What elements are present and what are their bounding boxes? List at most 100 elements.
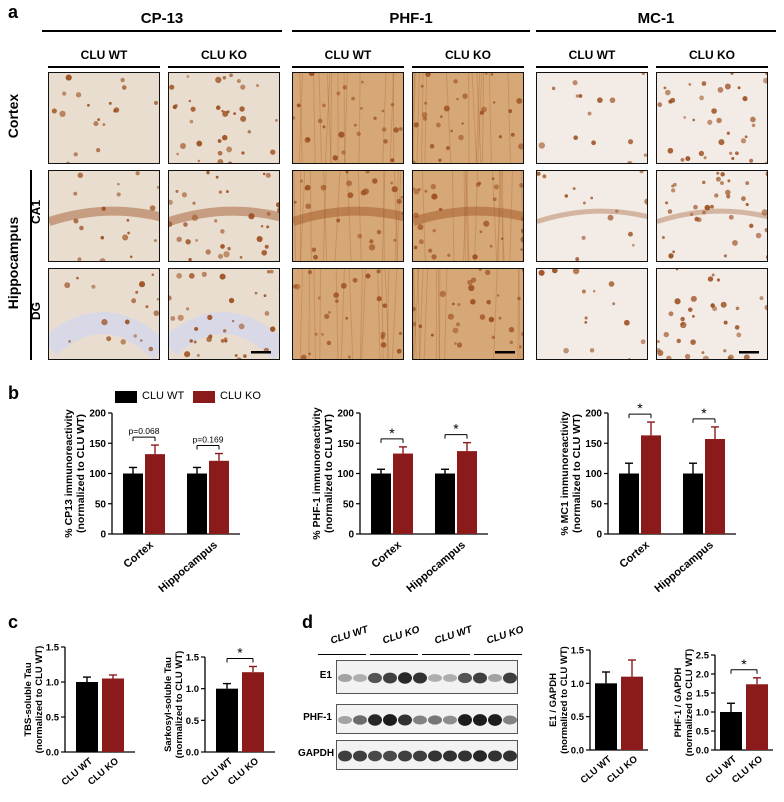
micrograph-cortex-4 — [536, 72, 648, 164]
micrograph-ca1-1 — [168, 170, 280, 262]
chart-c1-tbs: TBS-soluble Tau (normalized to CLU WT) 0.0… — [23, 643, 135, 788]
blot-header-3: CLU KO — [485, 624, 526, 647]
blot-header-2: CLU WT — [433, 624, 474, 647]
group-header-cp13: CP-13 — [140, 10, 184, 27]
y-tick-label: 100 — [585, 469, 602, 480]
y-tick-label: 1.5 — [186, 653, 200, 664]
significance-label: * — [389, 425, 395, 441]
micrograph-cortex-2 — [292, 72, 404, 164]
sub-header-1: CLU KO — [201, 48, 247, 62]
micrograph-dg-4 — [536, 268, 648, 360]
bar-clu-wt — [619, 473, 639, 534]
bar-clu-wt — [371, 473, 391, 534]
micrograph-dg-5 — [656, 268, 768, 360]
y-tick-label: 150 — [89, 439, 106, 450]
y-axis-label-line-1: (normalized to CLU WT) — [571, 414, 583, 533]
y-tick-label: 2.0 — [696, 670, 709, 681]
y-axis-label-line-1: (normalized to CLU WT) — [323, 414, 335, 533]
bar-clu-ko — [457, 451, 477, 534]
blot-strip-e1 — [336, 660, 518, 694]
micrograph-cortex-0 — [48, 72, 160, 164]
bar-clu-ko — [641, 435, 661, 534]
y-axis-label-line-0: TBS-soluble Tau — [23, 662, 34, 736]
hippocampus-rule — [30, 170, 32, 360]
blot-header-1: CLU KO — [381, 624, 422, 647]
sub-header-rule-1 — [168, 66, 280, 68]
chart-b3-mc1: % MC1 immunoreactivity (normalized to CLU… — [559, 400, 736, 595]
group-header-phf1: PHF-1 — [389, 10, 433, 27]
bar-clu-wt — [683, 473, 703, 534]
significance-label: p=0.068 — [129, 426, 160, 436]
blot-label-gapdh: GAPDH — [298, 748, 335, 759]
sub-header-rule-0 — [48, 66, 160, 68]
micrograph-dg-2 — [292, 268, 404, 360]
y-tick-label: 0.5 — [571, 712, 585, 723]
y-tick-label: 0.0 — [696, 746, 709, 757]
micrograph-ca1-5 — [656, 170, 768, 262]
significance-label: p=0.169 — [193, 435, 224, 445]
bar-clu-wt — [720, 712, 742, 750]
x-tick-label: Cortex — [370, 539, 405, 571]
y-tick-label: 50 — [95, 499, 107, 510]
bar-clu-ko — [145, 454, 165, 534]
y-tick-label: 150 — [337, 439, 354, 450]
bar-clu-wt — [123, 473, 143, 534]
y-tick-label: 100 — [337, 469, 354, 480]
bar-clu-ko — [621, 676, 643, 750]
blot-strip-gapdh — [336, 740, 518, 770]
sub-header-0: CLU WT — [80, 48, 128, 62]
chart-b2-phf1: % PHF-1 immunoreactivity (normalized to C… — [311, 407, 488, 595]
row-label-hippocampus: Hippocampus — [5, 216, 21, 310]
y-tick-label: 50 — [591, 499, 603, 510]
row-label-cortex: Cortex — [5, 93, 21, 139]
y-axis-label-line-1: (normalized to CLU WT) — [75, 414, 87, 533]
bar-clu-wt — [595, 683, 617, 750]
y-tick-label: 0.5 — [186, 716, 200, 727]
bar-clu-ko — [393, 453, 413, 534]
blot-header-rule-0 — [318, 654, 366, 655]
y-axis-label-line-1: (normalized to CLU WT) — [174, 651, 185, 759]
sub-header-rule-3 — [412, 66, 524, 68]
sub-header-rule-4 — [536, 66, 648, 68]
y-axis-label-line-0: E1 / GAPDH — [548, 673, 559, 727]
y-tick-label: 0.0 — [186, 748, 199, 759]
y-tick-label: 0 — [100, 530, 106, 541]
y-tick-label: 1.0 — [571, 679, 584, 690]
micrograph-cortex-3 — [412, 72, 524, 164]
significance-label: * — [637, 400, 643, 416]
bar-clu-ko — [242, 672, 264, 752]
chart-c2-sarkosyl: Sarkosyl-soluble Tau (normalized to CLU W… — [163, 645, 275, 788]
panel-a-letter: a — [8, 2, 19, 22]
group-header-mc1: MC-1 — [637, 10, 675, 27]
legend-label-ko: CLU KO — [220, 390, 261, 402]
y-tick-label: 0.5 — [46, 713, 60, 724]
sub-header-3: CLU KO — [445, 48, 491, 62]
micrograph-cortex-1 — [168, 72, 280, 164]
y-tick-label: 200 — [89, 409, 106, 420]
y-tick-label: 0.0 — [46, 748, 59, 759]
blot-header-0: CLU WT — [329, 624, 370, 647]
group-rule-cp13 — [42, 30, 282, 32]
bar-clu-ko — [209, 460, 229, 534]
bar-clu-ko — [102, 678, 124, 752]
blot-header-rule-2 — [422, 654, 470, 655]
sub-header-4: CLU WT — [568, 48, 616, 62]
y-tick-label: 0.0 — [571, 746, 584, 757]
bar-clu-ko — [746, 684, 768, 750]
y-axis-label-line-1: (normalized to CLU WT) — [559, 646, 570, 754]
y-axis-label-line-0: % MC1 immunoreactivity — [559, 411, 571, 535]
panel-d-letter: d — [302, 612, 313, 632]
group-rule-phf1 — [292, 30, 530, 32]
significance-label: * — [701, 405, 707, 421]
sub-header-2: CLU WT — [324, 48, 372, 62]
y-tick-label: 0 — [596, 530, 602, 541]
y-tick-label: 1.5 — [696, 689, 710, 700]
y-axis-label-line-0: % CP13 immunoreactivity — [63, 409, 75, 538]
micrograph-ca1-4 — [536, 170, 648, 262]
x-tick-label: Hippocampus — [652, 539, 715, 595]
bar-clu-wt — [76, 682, 98, 752]
bar-clu-wt — [187, 473, 207, 534]
y-tick-label: 0.5 — [696, 727, 710, 738]
y-tick-label: 1.5 — [46, 643, 60, 654]
micrograph-dg-0 — [48, 268, 160, 360]
